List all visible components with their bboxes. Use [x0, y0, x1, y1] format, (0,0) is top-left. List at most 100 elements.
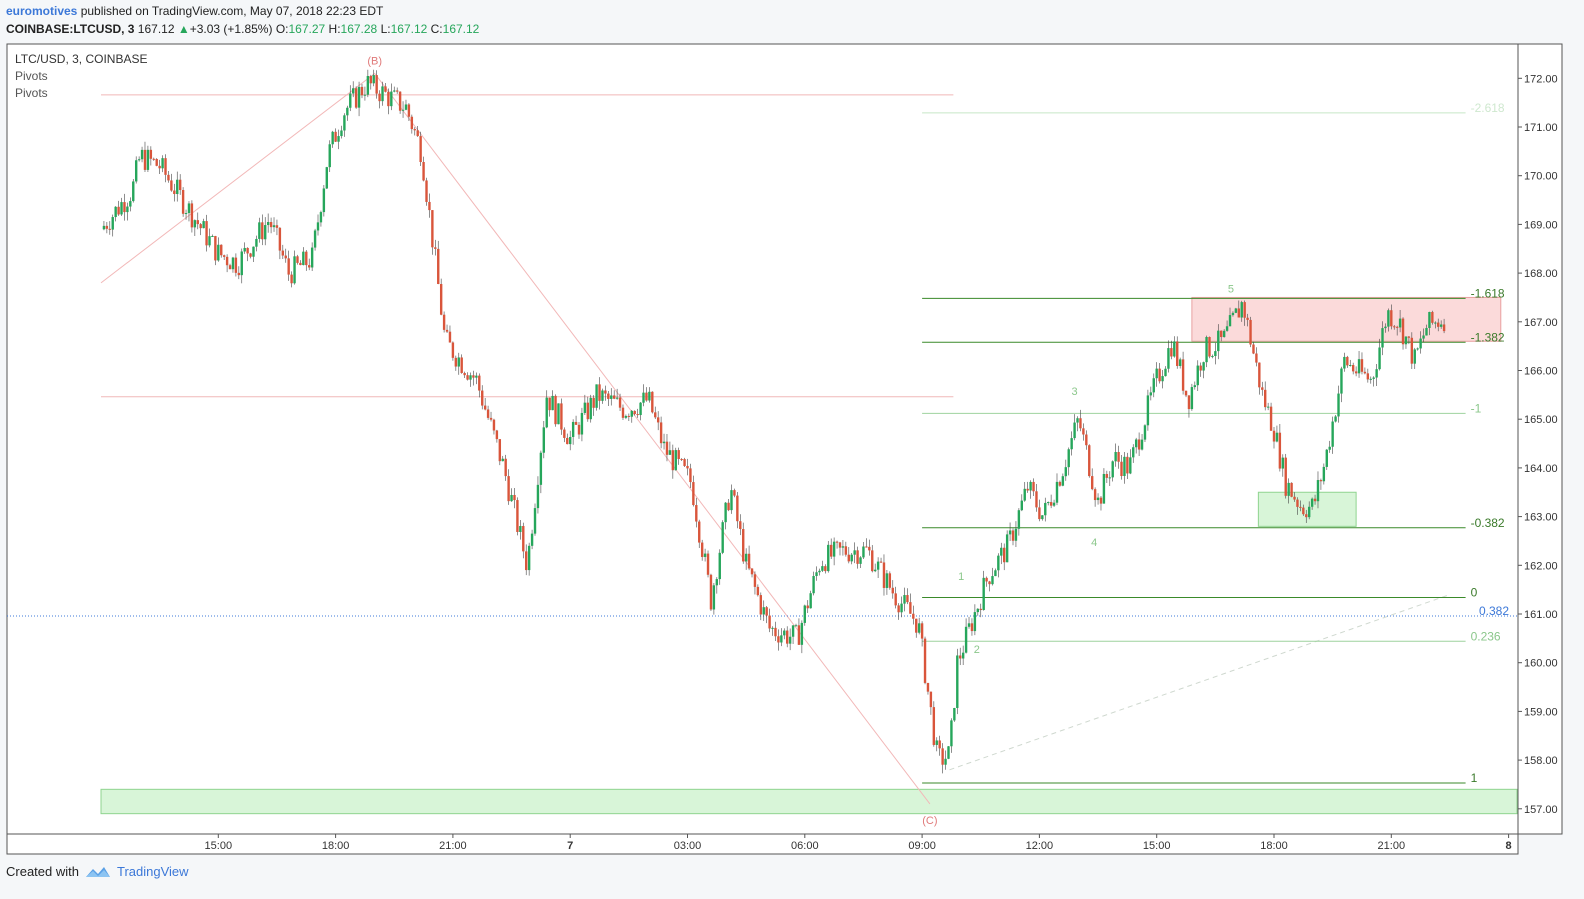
candle-body-407: [1296, 499, 1299, 507]
candle-body-444: [1404, 336, 1408, 345]
candle-body-231: [780, 635, 783, 643]
candle-body-137: [504, 458, 507, 477]
candle-body-424: [1346, 356, 1349, 366]
candle-body-450: [1422, 335, 1425, 339]
candle-body-426: [1351, 365, 1355, 372]
indicator-pivots-1[interactable]: Pivots: [15, 69, 48, 83]
candle-body-119: [451, 342, 455, 358]
candle-body-446: [1410, 337, 1414, 364]
candle-body-191: [662, 441, 666, 444]
candle-body-55: [264, 225, 267, 240]
candle-body-259: [862, 546, 865, 558]
candle-body-445: [1407, 336, 1411, 338]
candle-body-240: [806, 605, 809, 609]
candle-body-441: [1395, 326, 1399, 328]
candle-body-100: [395, 90, 399, 92]
pivot-lines: [101, 94, 954, 398]
candle-body-144: [525, 551, 528, 571]
candle-body-390: [1246, 317, 1249, 320]
candle-body-400: [1275, 432, 1279, 442]
candle-body-112: [431, 210, 434, 248]
candle-body-346: [1117, 452, 1120, 462]
candle-body-177: [621, 407, 625, 418]
candle-body-372: [1193, 385, 1197, 388]
candle-body-432: [1369, 378, 1372, 380]
x-tick-label-11: 8: [1506, 840, 1512, 852]
candle-body-275: [909, 602, 912, 614]
candle-body-59: [275, 225, 279, 228]
candle-body-375: [1202, 362, 1205, 371]
tradingview-brand-link[interactable]: TradingView: [116, 864, 189, 879]
open-label: O:: [275, 22, 289, 36]
candle-body-90: [366, 76, 370, 95]
candle-body-296: [970, 623, 974, 632]
candle-body-133: [492, 419, 496, 431]
candle-body-314: [1023, 488, 1026, 501]
candle-body-306: [1000, 547, 1003, 556]
candle-body-427: [1354, 371, 1358, 374]
candle-body-260: [865, 546, 868, 548]
candle-body-393: [1255, 353, 1258, 363]
wave-label-4: 4: [1091, 537, 1097, 549]
candle-body-140: [513, 494, 516, 501]
candle-body-22: [167, 174, 170, 181]
footer: Created with TradingView: [6, 864, 189, 879]
candle-body-24: [173, 190, 176, 195]
candle-body-14: [143, 149, 147, 170]
candle-body-203: [698, 521, 701, 543]
candle-body-105: [410, 116, 414, 130]
created-with-text: Created with: [6, 864, 79, 879]
plot-area[interactable]: [6, 43, 1519, 835]
candle-body-413: [1313, 498, 1317, 502]
author-link[interactable]: euromotives: [6, 4, 78, 18]
candle-body-395: [1261, 387, 1264, 390]
candle-body-208: [712, 585, 716, 610]
candle-body-258: [859, 557, 862, 564]
candle-body-199: [686, 465, 689, 469]
candle-body-138: [507, 476, 510, 502]
candle-body-436: [1381, 328, 1384, 348]
candle-body-276: [912, 613, 915, 619]
candle-body-109: [422, 161, 425, 181]
candle-body-371: [1190, 387, 1194, 410]
zone-red-0: [1191, 296, 1502, 342]
candle-body-388: [1240, 302, 1243, 318]
candle-body-277: [915, 618, 918, 633]
candle-body-438: [1387, 310, 1390, 327]
candle-body-290: [953, 707, 956, 721]
y-tick-label-8: 164.00: [1524, 463, 1558, 475]
time-axis[interactable]: [6, 833, 1519, 855]
candle-body-311: [1014, 528, 1018, 541]
price-axis[interactable]: [1517, 43, 1563, 835]
candle-body-43: [228, 265, 232, 270]
candle-body-301: [985, 577, 988, 582]
candle-body-266: [882, 562, 886, 588]
candle-body-443: [1401, 318, 1405, 345]
candle-body-349: [1126, 456, 1129, 474]
candle-body-31: [193, 220, 197, 228]
candle-body-147: [533, 508, 537, 534]
candle-body-254: [847, 554, 850, 562]
indicator-pivots-2[interactable]: Pivots: [15, 86, 48, 100]
y-axis-ticks: 172.00 171.00 170.00 169.00 168.00 167.00 166.…: [1518, 73, 1558, 816]
candle-body-261: [868, 546, 871, 551]
candle-body-452: [1428, 311, 1431, 328]
candle-body-143: [522, 526, 525, 552]
candle-body-370: [1187, 395, 1191, 410]
open-value: 167.27: [288, 22, 326, 36]
candle-body-229: [774, 627, 777, 637]
candle-body-62: [284, 255, 287, 259]
x-tick-label-8: 15:00: [1143, 840, 1171, 852]
candle-body-340: [1099, 497, 1103, 504]
candle-body-169: [598, 384, 601, 401]
x-tick-label-6: 09:00: [908, 840, 936, 852]
candle-body-107: [416, 130, 419, 137]
candle-body-85: [351, 88, 355, 94]
candle-body-205: [703, 553, 707, 557]
candle-body-218: [742, 529, 745, 562]
candle-body-347: [1120, 461, 1123, 476]
candle-body-285: [938, 740, 941, 749]
candle-body-316: [1029, 481, 1032, 491]
candle-body-27: [181, 190, 185, 214]
